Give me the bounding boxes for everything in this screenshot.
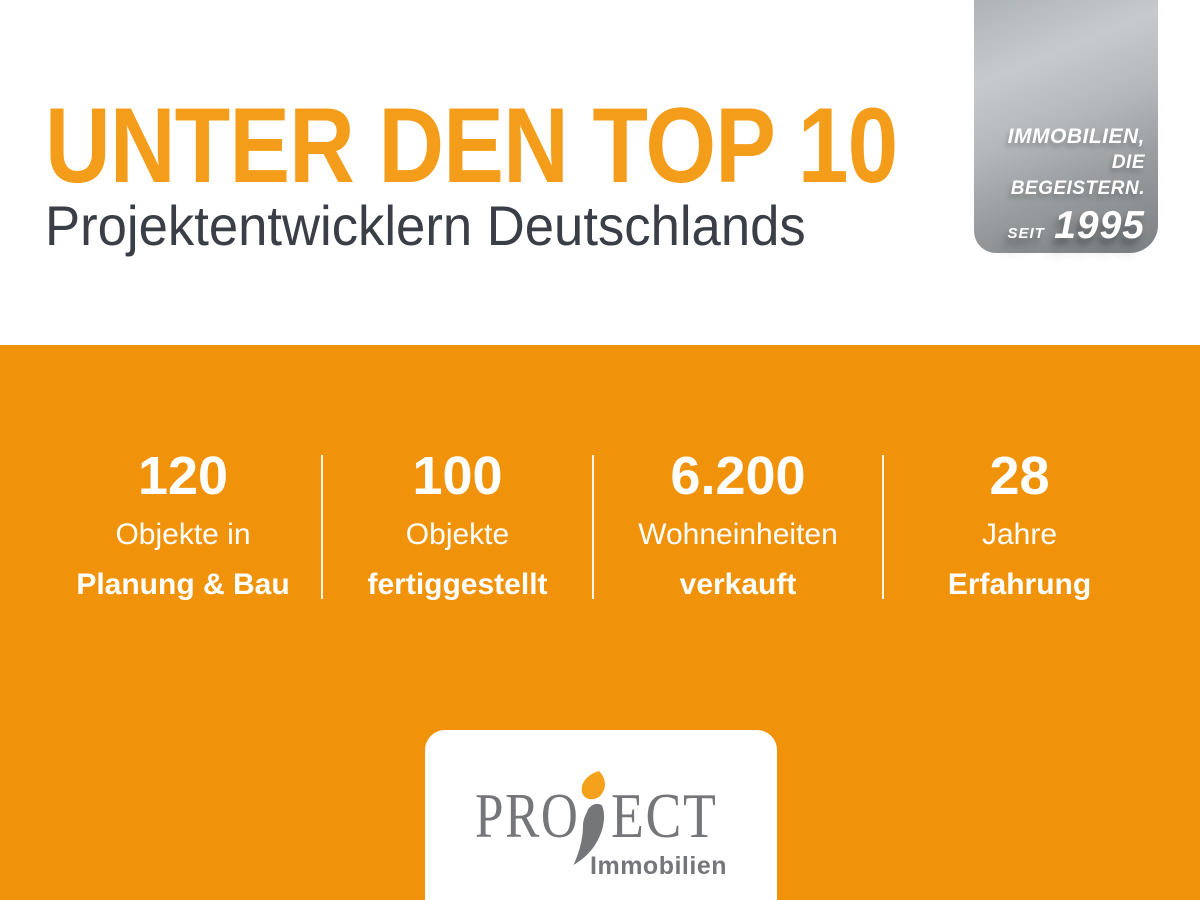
stat-value: 100 [412, 446, 503, 506]
header-section: UNTER DEN TOP 10 Projektentwicklern Deut… [0, 0, 1200, 345]
ribbon-line-2: DIE BEGEISTERN. [1010, 152, 1145, 199]
stat-label: Objekte in [115, 518, 251, 551]
stat-label-bold: verkauft [679, 568, 797, 601]
stat-value: 120 [137, 446, 229, 506]
j-swoosh-shape [573, 803, 605, 865]
ribbon-since-label: SEIT [1007, 225, 1045, 242]
page-title: UNTER DEN TOP 10 [45, 85, 898, 205]
page-subtitle: Projektentwicklern Deutschlands [45, 194, 806, 257]
logo-subtitle: Immobilien [590, 852, 727, 880]
stat-value: 28 [989, 446, 1050, 506]
ribbon-line-1: IMMOBILIEN, [1007, 125, 1145, 148]
stat-label: Objekte [405, 518, 510, 551]
stat-label-bold: Erfahrung [947, 568, 1092, 601]
stat-label-bold: Planung & Bau [76, 568, 290, 601]
logo-card: PRO ECT Immobilien [425, 730, 777, 900]
stat-objekte-planung: 120 Objekte in Planung & Bau [45, 449, 321, 600]
ribbon-year: 1995 [1054, 204, 1145, 247]
stats-row: 120 Objekte in Planung & Bau 100 Objekte… [45, 449, 1155, 600]
j-swoosh-icon [573, 771, 605, 865]
stat-divider [592, 455, 594, 599]
stat-jahre-erfahrung: 28 Jahre Erfahrung [884, 449, 1155, 600]
brand-ribbon-badge: IMMOBILIEN, DIE BEGEISTERN. SEIT 1995 [974, 0, 1158, 253]
stat-label-bold: fertiggestellt [367, 568, 548, 601]
project-immobilien-logo: PRO ECT Immobilien [475, 770, 727, 882]
leaf-flame-icon [581, 771, 605, 800]
logo-word-start: PRO [475, 780, 580, 851]
logo-word-end: ECT [611, 780, 718, 851]
stat-divider [321, 455, 323, 599]
stat-label: Jahre [981, 518, 1058, 551]
stat-label: Wohneinheiten [638, 518, 838, 551]
stat-wohneinheiten: 6.200 Wohneinheiten verkauft [594, 449, 882, 600]
stat-value: 6.200 [670, 446, 806, 506]
stat-divider [882, 455, 884, 599]
stat-objekte-fertig: 100 Objekte fertiggestellt [323, 449, 592, 600]
ribbon-since-row: SEIT 1995 [974, 204, 1145, 248]
